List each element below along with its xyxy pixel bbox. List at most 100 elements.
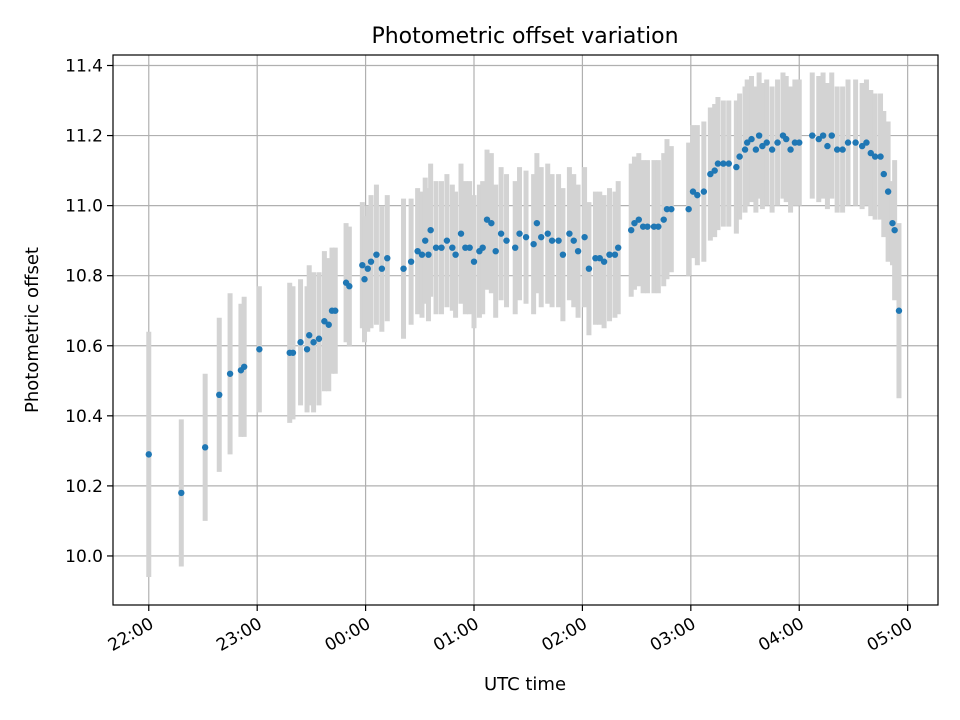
data-point xyxy=(240,363,248,370)
data-point xyxy=(720,160,727,167)
data-point xyxy=(306,332,313,339)
data-point xyxy=(884,188,892,195)
data-point xyxy=(367,258,375,265)
data-point xyxy=(443,237,451,244)
data-point xyxy=(503,237,510,244)
data-point xyxy=(867,149,874,157)
data-point xyxy=(427,226,434,234)
data-point xyxy=(833,146,841,153)
data-point xyxy=(497,230,505,237)
y-tick-label: 10.2 xyxy=(65,477,103,497)
chart-title: Photometric offset variation xyxy=(371,24,678,49)
data-point xyxy=(891,226,898,234)
data-point xyxy=(614,244,622,251)
data-point xyxy=(538,233,545,241)
data-point xyxy=(635,216,642,223)
data-point xyxy=(533,219,541,227)
data-point xyxy=(256,346,263,353)
data-point xyxy=(548,237,556,244)
data-point xyxy=(321,318,328,325)
data-point xyxy=(400,265,407,272)
data-point xyxy=(755,132,763,139)
data-point xyxy=(600,258,608,265)
data-point xyxy=(644,223,651,230)
data-point xyxy=(488,219,495,227)
data-point xyxy=(325,321,332,328)
data-point xyxy=(432,244,440,251)
data-point xyxy=(748,135,755,143)
data-point xyxy=(736,153,743,160)
data-point xyxy=(384,254,391,262)
data-point xyxy=(783,135,790,143)
data-point xyxy=(819,132,827,139)
data-point xyxy=(725,160,732,167)
data-point xyxy=(373,251,380,258)
data-point xyxy=(407,258,415,265)
data-point xyxy=(418,251,426,258)
data-point xyxy=(733,163,740,171)
data-point xyxy=(700,188,708,195)
data-point xyxy=(707,170,714,178)
data-point xyxy=(768,146,776,153)
data-point xyxy=(414,247,421,255)
data-point xyxy=(512,244,519,251)
data-point xyxy=(483,216,491,223)
data-point xyxy=(863,139,870,146)
data-point xyxy=(809,132,816,139)
data-point xyxy=(359,261,366,269)
data-point xyxy=(522,233,530,241)
data-point xyxy=(581,233,588,241)
data-point xyxy=(763,139,770,146)
data-point xyxy=(438,244,445,251)
plot-frame xyxy=(112,54,939,606)
data-point xyxy=(346,283,353,290)
data-point-layer xyxy=(145,132,903,497)
y-tick-label: 10.6 xyxy=(65,337,103,357)
data-point xyxy=(844,139,852,146)
data-point xyxy=(759,142,766,150)
data-point xyxy=(858,142,866,150)
data-point xyxy=(555,237,562,244)
data-point xyxy=(689,188,697,195)
data-point xyxy=(743,139,751,146)
data-point xyxy=(627,226,635,234)
y-tick-labels: 10.0 10.2 10.4 10.6 10.8 11.0 11.2 11.4 xyxy=(65,57,103,567)
data-point xyxy=(516,230,523,237)
y-tick-label: 11.0 xyxy=(65,197,103,217)
data-point xyxy=(852,139,859,146)
data-point xyxy=(880,170,887,178)
data-point xyxy=(631,219,638,227)
data-point xyxy=(544,230,551,237)
data-point xyxy=(310,339,317,346)
y-tick-label: 10.4 xyxy=(65,407,103,427)
data-point xyxy=(741,146,749,153)
data-point xyxy=(668,205,675,213)
data-point xyxy=(201,444,209,451)
data-point xyxy=(606,251,613,258)
data-point xyxy=(425,251,432,258)
data-point xyxy=(470,258,478,265)
y-axis-label: Photometric offset xyxy=(22,247,43,413)
data-point xyxy=(332,307,339,314)
data-point xyxy=(566,230,573,237)
data-point xyxy=(694,191,701,199)
data-point xyxy=(361,276,368,283)
data-point xyxy=(530,240,537,248)
y-tick-label: 11.4 xyxy=(65,57,103,77)
data-point xyxy=(449,244,456,251)
data-point xyxy=(364,265,371,272)
data-point xyxy=(660,216,667,223)
data-point xyxy=(559,251,567,258)
data-point xyxy=(570,237,577,244)
data-point xyxy=(479,244,486,251)
data-point xyxy=(216,391,223,399)
data-point xyxy=(685,205,692,213)
data-point xyxy=(178,489,185,497)
data-point xyxy=(303,346,311,353)
data-point xyxy=(492,247,499,255)
data-point xyxy=(839,146,846,153)
data-point xyxy=(466,244,473,251)
data-point xyxy=(457,230,465,237)
